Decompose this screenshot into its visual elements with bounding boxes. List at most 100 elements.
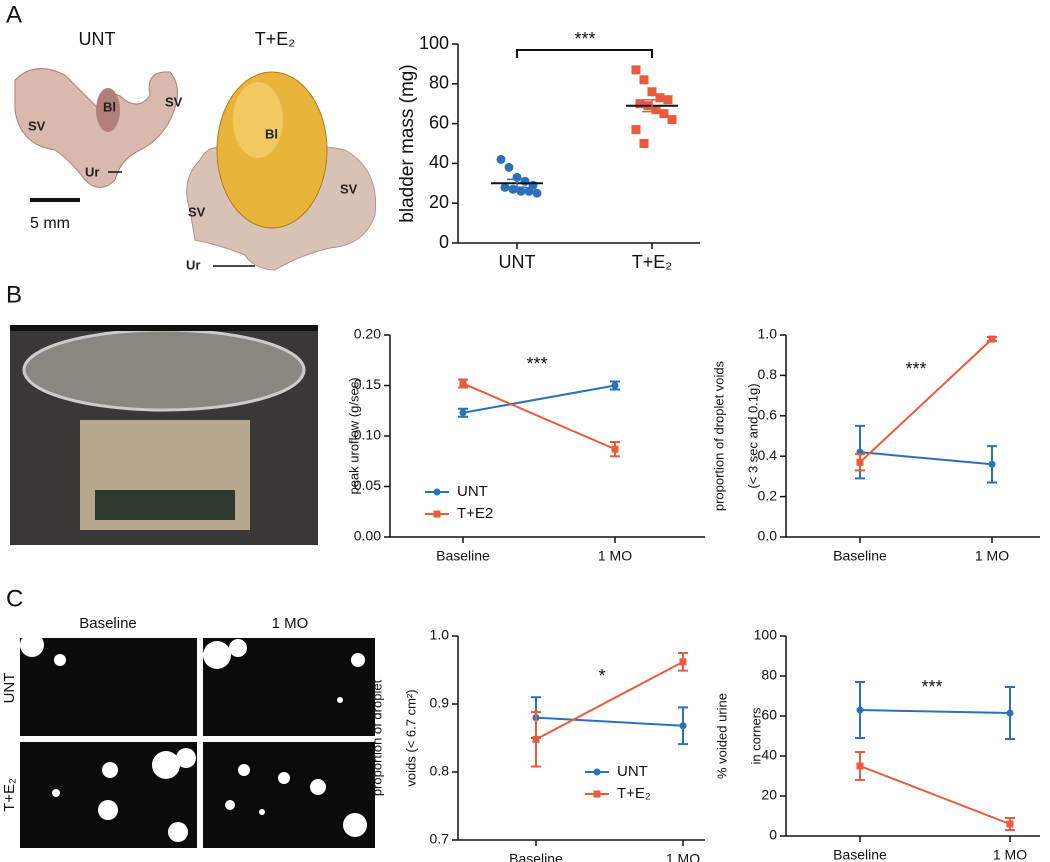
- photo-label: SV: [340, 181, 358, 196]
- annotation: *: [598, 666, 605, 686]
- data-point: [532, 188, 542, 198]
- annotation: ***: [921, 677, 942, 697]
- y-axis-label: voids (< 6.7 cm²): [403, 689, 418, 786]
- annotation: ***: [574, 29, 595, 49]
- scale-label: 5 mm: [30, 215, 70, 232]
- x-tick-label: 1 MO: [666, 851, 700, 862]
- data-point: [516, 186, 526, 196]
- photo-label: Bl: [103, 99, 116, 114]
- x-tick-label: Baseline: [509, 851, 563, 862]
- data-point: [635, 99, 645, 109]
- data-point: [459, 379, 467, 387]
- data-point: [856, 458, 864, 466]
- y-tick-label: 40: [429, 152, 449, 172]
- y-tick-label: 0.00: [354, 528, 381, 544]
- y-axis-label: % voided urine: [714, 693, 729, 779]
- data-point: [856, 706, 864, 714]
- photo-apparatus: [10, 325, 318, 545]
- series-line: [535, 660, 684, 741]
- x-tick-label: 1 MO: [598, 548, 632, 564]
- y-tick-label: 0.15: [354, 376, 381, 392]
- y-tick-label: 0: [769, 827, 777, 843]
- series-line: [859, 451, 993, 466]
- legend-label: UNT: [617, 763, 648, 780]
- y-tick-label: 0.7: [430, 831, 450, 847]
- photo-column: 1 MO: [272, 615, 309, 632]
- data-point: [1006, 709, 1014, 717]
- y-tick-label: 0: [439, 232, 449, 252]
- photo-row: UNT: [1, 673, 18, 704]
- data-point: [988, 460, 996, 468]
- y-tick-label: 0.9: [430, 695, 450, 711]
- data-point: [1006, 820, 1014, 828]
- series-line: [535, 716, 684, 727]
- y-tick-label: 0.2: [758, 487, 778, 503]
- y-tick-label: 60: [761, 707, 777, 723]
- legend-marker: [593, 790, 601, 798]
- x-tick-label: UNT: [499, 252, 536, 272]
- data-point: [856, 762, 864, 770]
- data-point: [611, 445, 619, 453]
- significance-bracket: [516, 49, 653, 58]
- y-tick-label: 0.20: [354, 326, 381, 342]
- panel-label: B: [6, 281, 22, 308]
- photo-label: SV: [165, 94, 183, 109]
- x-tick-label: Baseline: [436, 548, 490, 564]
- data-point: [611, 382, 619, 389]
- y-tick-label: 20: [761, 787, 777, 803]
- y-tick-label: 40: [761, 747, 777, 763]
- data-point: [508, 184, 518, 194]
- y-tick-label: 1.0: [758, 326, 778, 342]
- photo-title: T+E₂: [255, 29, 296, 49]
- data-point: [459, 409, 467, 417]
- data-point: [631, 65, 641, 75]
- photo-column: Baseline: [79, 615, 137, 632]
- y-tick-label: 0.4: [758, 447, 778, 463]
- data-point: [532, 735, 540, 743]
- series-line: [859, 765, 1011, 825]
- data-point: [659, 109, 669, 119]
- data-point: [651, 105, 661, 115]
- y-tick-label: 0.10: [354, 427, 381, 443]
- x-tick-label: T+E₂: [632, 252, 673, 272]
- y-tick-label: 1.0: [430, 627, 450, 643]
- data-point: [496, 154, 506, 164]
- y-tick-label: 0.05: [354, 477, 381, 493]
- series-line: [462, 382, 616, 451]
- y-axis-label: bladder mass (mg): [397, 64, 418, 222]
- sem-bar: [507, 178, 527, 189]
- y-tick-label: 0.6: [758, 407, 778, 423]
- y-tick-label: 80: [429, 73, 449, 93]
- y-axis-label: in corners: [748, 707, 763, 765]
- x-tick-label: 1 MO: [975, 548, 1009, 564]
- data-point: [988, 335, 996, 343]
- x-tick-label: Baseline: [833, 847, 887, 862]
- photo-title: UNT: [79, 29, 116, 49]
- photo-label: SV: [188, 204, 206, 219]
- y-tick-label: 100: [419, 33, 449, 53]
- photo-label: SV: [28, 118, 46, 133]
- photo-label: Bl: [265, 126, 278, 141]
- data-point: [647, 87, 657, 97]
- annotation: ***: [905, 359, 926, 379]
- x-tick-label: 1 MO: [993, 847, 1027, 862]
- photo-bladder: [14, 68, 377, 271]
- photo-label: Ur: [186, 257, 200, 272]
- photo-row: T+E₂: [1, 778, 18, 812]
- data-point: [520, 176, 530, 186]
- legend-label: UNT: [457, 483, 488, 500]
- panel-label: C: [6, 585, 23, 612]
- data-point: [663, 95, 673, 105]
- series-line: [462, 384, 616, 414]
- legend-marker: [433, 488, 441, 496]
- y-tick-label: 60: [429, 112, 449, 132]
- panel-label: A: [6, 1, 22, 28]
- y-tick-label: 80: [761, 667, 777, 683]
- legend-marker: [593, 768, 601, 776]
- series-line: [859, 709, 1011, 714]
- y-tick-label: 0.8: [758, 366, 778, 382]
- data-point: [631, 125, 641, 135]
- y-tick-label: 20: [429, 192, 449, 212]
- y-tick-label: 100: [754, 627, 778, 643]
